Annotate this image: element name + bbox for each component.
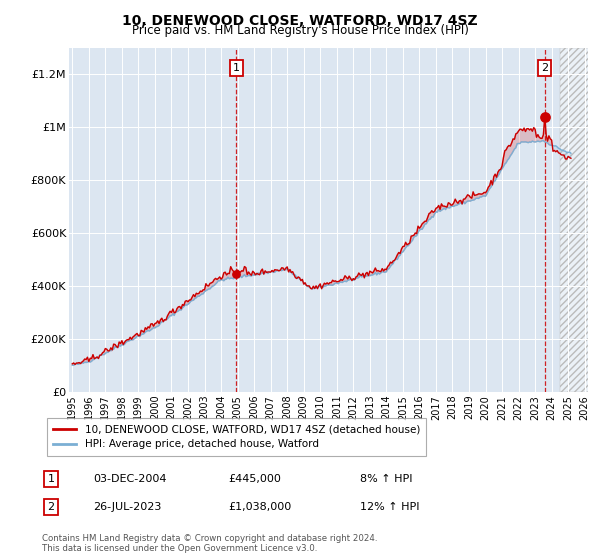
Bar	[560, 48, 600, 392]
Text: 10, DENEWOOD CLOSE, WATFORD, WD17 4SZ: 10, DENEWOOD CLOSE, WATFORD, WD17 4SZ	[122, 14, 478, 28]
Text: 1: 1	[233, 63, 240, 73]
Text: £445,000: £445,000	[228, 474, 281, 484]
Text: 26-JUL-2023: 26-JUL-2023	[93, 502, 161, 512]
Text: 2: 2	[47, 502, 55, 512]
Text: £1,038,000: £1,038,000	[228, 502, 291, 512]
Point	[540, 113, 550, 122]
Text: 2: 2	[541, 63, 548, 73]
Bar	[560, 48, 600, 392]
Text: 8% ↑ HPI: 8% ↑ HPI	[360, 474, 413, 484]
Text: 03-DEC-2004: 03-DEC-2004	[93, 474, 167, 484]
Legend: 10, DENEWOOD CLOSE, WATFORD, WD17 4SZ (detached house), HPI: Average price, deta: 10, DENEWOOD CLOSE, WATFORD, WD17 4SZ (d…	[47, 418, 427, 456]
Text: 12% ↑ HPI: 12% ↑ HPI	[360, 502, 419, 512]
Text: Price paid vs. HM Land Registry's House Price Index (HPI): Price paid vs. HM Land Registry's House …	[131, 24, 469, 37]
Text: Contains HM Land Registry data © Crown copyright and database right 2024.
This d: Contains HM Land Registry data © Crown c…	[42, 534, 377, 553]
Text: 1: 1	[47, 474, 55, 484]
Point	[232, 269, 241, 278]
